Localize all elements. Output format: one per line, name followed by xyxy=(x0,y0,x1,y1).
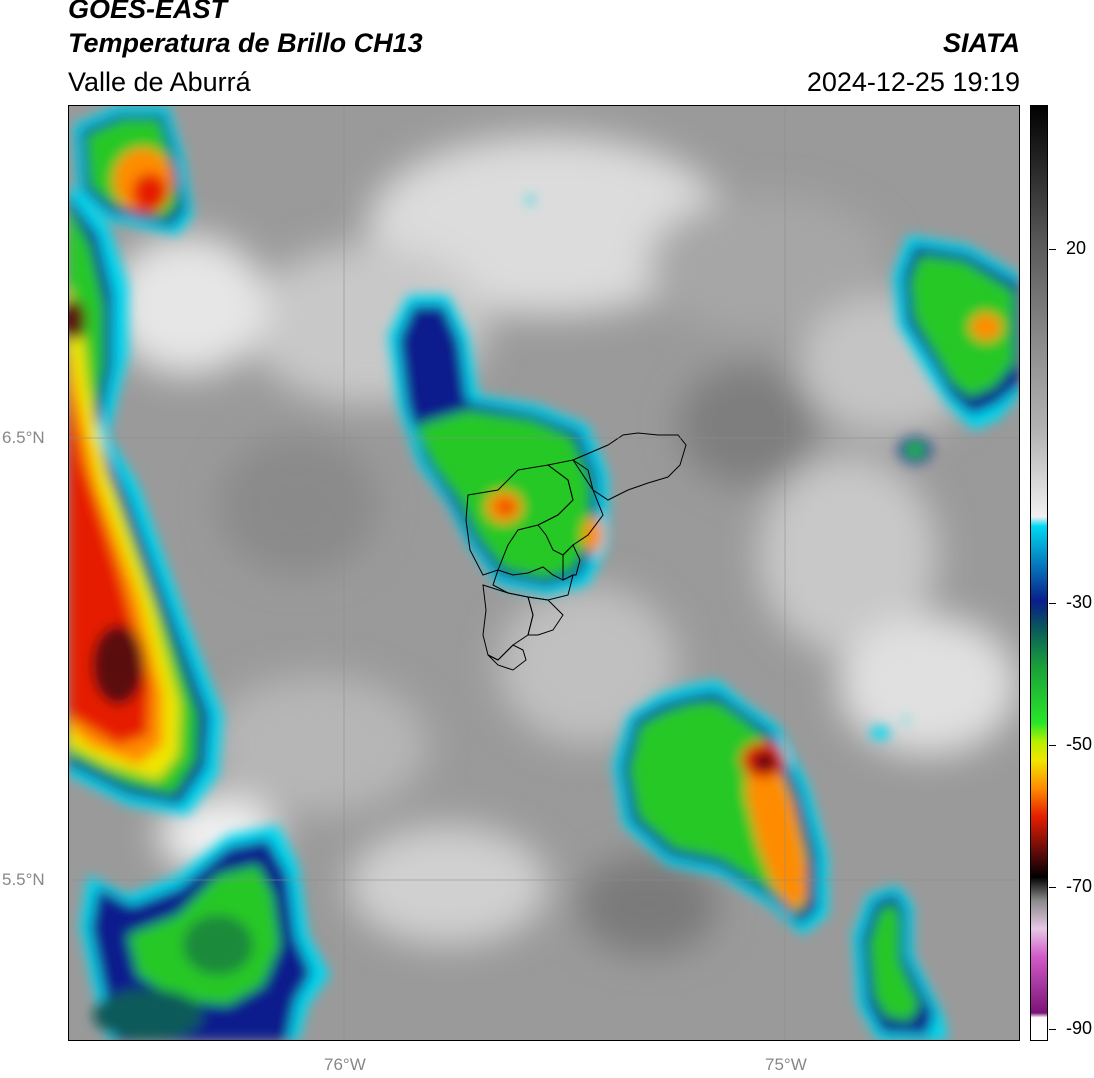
brightness-temperature-map xyxy=(68,105,1020,1041)
colorbar-label-minus30: -30 xyxy=(1066,592,1093,612)
graticule xyxy=(68,105,1020,1041)
municipal-boundaries xyxy=(465,432,687,671)
map-frame xyxy=(68,105,1020,1041)
colorbar-frame xyxy=(1030,105,1048,1041)
datetime-label: 2024-12-25 19:19 xyxy=(806,67,1020,97)
agency-label: SIATA xyxy=(943,28,1020,58)
lat-label-5-5: 5.5°N xyxy=(2,870,45,889)
colorbar-tick xyxy=(1049,249,1056,250)
colorbar-label-minus50: -50 xyxy=(1066,734,1093,754)
colorbar-tick xyxy=(1049,603,1056,604)
product-title: Temperatura de Brillo CH13 xyxy=(68,28,423,58)
colorbar xyxy=(1030,105,1048,1041)
region-subtitle: Valle de Aburrá xyxy=(68,67,251,97)
lat-label-6-5: 6.5°N xyxy=(2,428,45,447)
colorbar-tick xyxy=(1049,887,1056,888)
cloud-texture xyxy=(108,135,1018,955)
colorbar-tick xyxy=(1049,745,1056,746)
colorbar-label-20: 20 xyxy=(1066,238,1087,258)
convective-cells xyxy=(68,105,1020,1041)
lon-label-76w: 76°W xyxy=(324,1055,366,1074)
lon-label-75w: 75°W xyxy=(765,1055,807,1074)
colorbar-tick xyxy=(1049,1029,1056,1030)
satellite-title: GOES-EAST xyxy=(68,0,228,24)
colorbar-label-minus90: -90 xyxy=(1066,1018,1093,1038)
colorbar-label-minus70: -70 xyxy=(1066,876,1093,896)
